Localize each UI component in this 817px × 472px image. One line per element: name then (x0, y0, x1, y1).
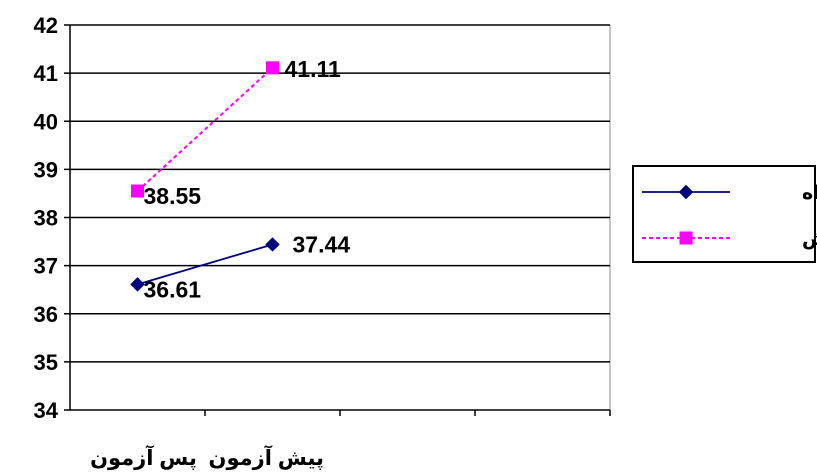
y-tick-label-42: 42 (34, 13, 58, 38)
y-tick-label-35: 35 (34, 350, 58, 375)
data-label-0-1: 37.44 (293, 231, 351, 257)
data-point-0-0 (130, 277, 145, 292)
data-point-0-1 (265, 237, 280, 252)
y-tick-label-39: 39 (34, 157, 58, 182)
legend-marker-1 (679, 231, 693, 245)
x-category-labels: پیش آزمون پس آزمون (90, 445, 324, 470)
y-tick-label-36: 36 (34, 302, 58, 327)
data-point-1-0 (131, 184, 144, 198)
legend-label-0: گواه (802, 181, 817, 204)
plot-area: 34 35 36 37 38 39 40 41 42 پیش آزمون پس آزمون 36.6… (34, 13, 611, 470)
y-tick-label-41: 41 (34, 61, 58, 86)
data-point-1-1 (266, 61, 279, 75)
x-category-label-1: پس آزمون (90, 445, 208, 470)
legend-marker-0 (678, 184, 694, 200)
data-label-0-0: 36.61 (144, 276, 202, 302)
y-tick-label-40: 40 (34, 109, 58, 134)
x-category-label-0: پیش آزمون (209, 445, 324, 470)
data-label-1-1: 41.11 (285, 56, 341, 82)
y-tick-label-37: 37 (34, 254, 58, 279)
y-tick-label-38: 38 (34, 206, 58, 231)
legend-label-1: آزمایش (802, 226, 817, 250)
y-tick-label-34: 34 (34, 398, 59, 423)
legend-box (632, 165, 816, 263)
series-line-0 (137, 243, 273, 286)
legend: گواه آزمایش (632, 165, 817, 263)
data-label-1-0: 38.55 (144, 183, 202, 209)
series-line-1 (136, 67, 274, 192)
